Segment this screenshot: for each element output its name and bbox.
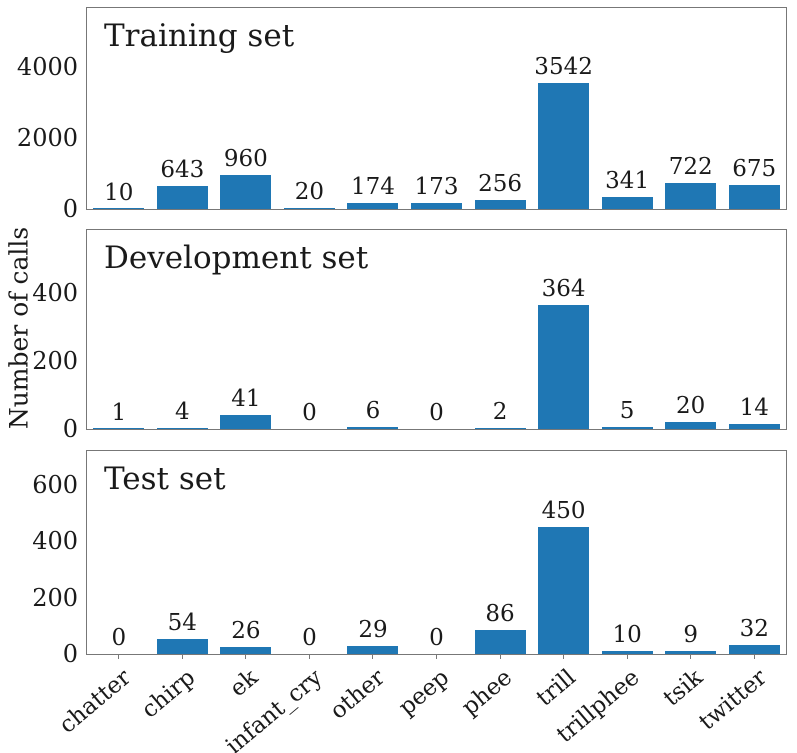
bar-trillphee xyxy=(601,651,653,654)
y-tick-label: 0 xyxy=(62,195,78,223)
y-tick-label: 2000 xyxy=(16,123,78,152)
bar-other xyxy=(347,202,399,209)
bar-value-label: 4 xyxy=(174,398,190,425)
bar-phee xyxy=(474,629,526,654)
x-tick-label-ek: ek xyxy=(225,664,264,703)
bar-value-label: 9 xyxy=(683,622,698,649)
panel-title: Test set xyxy=(104,461,226,497)
x-tick-mark xyxy=(308,654,310,659)
bar-ek xyxy=(220,415,272,429)
bar-value-label: 341 xyxy=(605,167,650,194)
x-tick-label-chirp: chirp xyxy=(136,664,200,724)
bar-phee xyxy=(474,428,526,429)
bar-value-label: 10 xyxy=(104,179,134,206)
x-tick-label-twitter: twitter xyxy=(694,664,772,736)
x-tick-label-phee: phee xyxy=(457,664,518,721)
bar-twitter xyxy=(728,644,780,654)
bar-trill xyxy=(538,83,590,209)
panel-development-set: Development set 0 200 400 1 4 41 0 6 0 2 364 5 20 14 xyxy=(32,229,787,441)
bar-twitter xyxy=(728,185,780,209)
bar-value-label: 450 xyxy=(541,497,586,524)
x-tick-label-trill: trill xyxy=(531,664,582,712)
bar-infant_cry xyxy=(283,208,335,209)
panel-title: Training set xyxy=(104,18,295,54)
bar-value-label: 0 xyxy=(302,400,317,426)
x-tick-mark xyxy=(181,654,183,659)
y-tick-label: 200 xyxy=(32,583,78,612)
x-tick-mark xyxy=(436,654,437,659)
x-tick-mark xyxy=(690,654,692,659)
x-tick-mark xyxy=(499,654,501,659)
bar-value-label: 20 xyxy=(676,393,706,420)
x-tick-mark xyxy=(563,654,565,659)
bar-value-label: 1 xyxy=(111,399,127,426)
bar-chirp xyxy=(156,186,208,209)
bar-value-label: 14 xyxy=(739,395,769,422)
bar-trill xyxy=(538,526,590,654)
bar-value-label: 0 xyxy=(111,625,127,651)
bar-value-label: 960 xyxy=(223,145,268,172)
bar-value-label: 722 xyxy=(668,154,713,181)
bar-peep xyxy=(411,202,462,209)
bar-value-label: 6 xyxy=(365,397,381,424)
bar-value-label: 26 xyxy=(231,617,261,644)
x-tick-mark xyxy=(626,654,628,659)
bar-value-label: 643 xyxy=(160,157,205,184)
x-tick-label-other: other xyxy=(325,664,391,725)
panel-test-set: Test set 0 200 400 600 0 54 26 0 29 0 86 450 10 9 32 cha… xyxy=(32,450,787,753)
panel-title: Development set xyxy=(104,240,369,276)
y-tick-label: 4000 xyxy=(16,52,78,81)
bar-tsik xyxy=(665,183,717,209)
y-axis-label: Number of calls xyxy=(4,226,34,430)
bar-chatter xyxy=(93,428,145,429)
bar-value-label: 0 xyxy=(429,400,444,426)
x-tick-mark xyxy=(245,654,247,659)
bar-value-label: 3542 xyxy=(534,54,593,81)
x-tick-mark xyxy=(118,654,120,659)
bar-other xyxy=(347,426,399,429)
bar-twitter xyxy=(728,424,780,429)
y-tick-label: 0 xyxy=(62,640,78,668)
y-tick-label: 200 xyxy=(32,346,78,375)
bar-value-label: 86 xyxy=(485,600,515,627)
bar-chatter xyxy=(93,208,145,209)
bar-ek xyxy=(220,174,272,209)
x-tick-label-peep: peep xyxy=(393,664,454,721)
bar-value-label: 2 xyxy=(492,399,508,426)
bar-trill xyxy=(538,305,590,429)
x-tick-label-chatter: chatter xyxy=(54,664,137,739)
bar-value-label: 364 xyxy=(541,276,586,303)
y-tick-label: 0 xyxy=(62,415,78,443)
bar-value-label: 675 xyxy=(732,156,777,183)
bar-value-label: 173 xyxy=(414,173,459,200)
bar-value-label: 0 xyxy=(302,625,317,651)
y-tick-label: 400 xyxy=(32,278,78,307)
bar-ek xyxy=(220,646,272,654)
y-tick-label: 400 xyxy=(32,527,78,556)
bar-value-label: 41 xyxy=(231,386,261,413)
x-tick-label-tsik: tsik xyxy=(658,664,709,712)
panel-training-set: Training set 0 2000 4000 10 643 960 20 174 173 256… xyxy=(17,7,787,221)
bar-value-label: 174 xyxy=(351,173,395,200)
bar-value-label: 10 xyxy=(612,622,642,649)
bar-trillphee xyxy=(601,427,653,429)
bar-value-label: 29 xyxy=(358,616,388,643)
bar-chirp xyxy=(156,638,208,654)
bar-other xyxy=(347,645,399,654)
bar-phee xyxy=(474,199,526,209)
bar-value-label: 5 xyxy=(619,398,635,425)
bar-value-label: 0 xyxy=(429,625,444,651)
bar-value-label: 20 xyxy=(294,179,325,206)
bar-tsik xyxy=(665,651,717,654)
bar-chirp xyxy=(156,427,208,429)
bar-tsik xyxy=(665,422,717,429)
x-tick-mark xyxy=(753,654,755,659)
y-tick-label: 600 xyxy=(32,470,78,499)
bar-value-label: 32 xyxy=(739,615,769,642)
bar-value-label: 54 xyxy=(167,609,197,636)
bar-value-label: 256 xyxy=(478,170,522,197)
bar-trillphee xyxy=(601,196,653,209)
x-tick-mark xyxy=(372,654,374,659)
